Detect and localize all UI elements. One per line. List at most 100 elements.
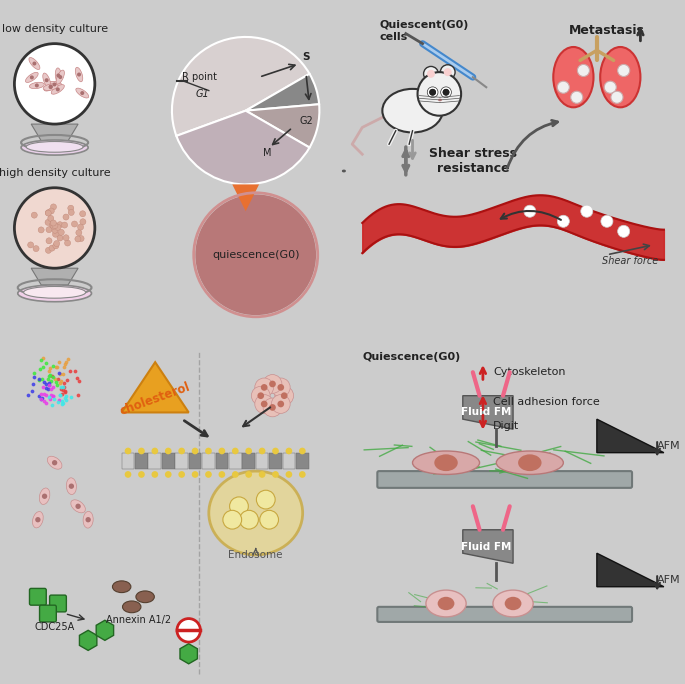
Circle shape [429, 89, 436, 96]
Circle shape [77, 224, 84, 230]
Circle shape [259, 471, 266, 478]
Circle shape [258, 393, 264, 399]
Point [38, 377, 49, 388]
Circle shape [45, 220, 51, 226]
Text: CDC25A: CDC25A [34, 622, 75, 632]
Circle shape [52, 222, 58, 228]
Circle shape [260, 510, 279, 529]
Ellipse shape [42, 73, 51, 88]
Circle shape [205, 447, 212, 454]
Circle shape [49, 85, 53, 89]
Circle shape [524, 205, 536, 218]
Circle shape [440, 65, 455, 79]
Point [35, 389, 46, 399]
Circle shape [165, 447, 172, 454]
Bar [188, 453, 201, 469]
Circle shape [64, 240, 71, 246]
Ellipse shape [553, 47, 593, 107]
Point [34, 374, 45, 385]
Point [23, 389, 34, 400]
Circle shape [27, 242, 34, 248]
Circle shape [75, 503, 81, 509]
Circle shape [444, 68, 451, 76]
Point [45, 369, 55, 380]
Circle shape [75, 236, 81, 242]
Circle shape [277, 401, 284, 408]
Point [60, 395, 71, 406]
Circle shape [53, 83, 56, 86]
Point [52, 380, 63, 391]
Circle shape [51, 204, 56, 210]
Circle shape [272, 471, 279, 478]
Circle shape [71, 221, 77, 227]
Circle shape [255, 395, 273, 413]
Circle shape [80, 219, 86, 225]
Ellipse shape [44, 82, 58, 91]
Text: AFM: AFM [657, 575, 681, 585]
Point [53, 357, 64, 368]
Circle shape [33, 246, 39, 252]
Circle shape [125, 447, 132, 454]
Point [58, 398, 68, 409]
Point [40, 397, 51, 408]
Ellipse shape [123, 601, 141, 613]
Text: S: S [302, 52, 310, 62]
Circle shape [223, 510, 242, 529]
Circle shape [611, 91, 623, 103]
Circle shape [48, 208, 54, 214]
Bar [135, 453, 148, 469]
Circle shape [42, 494, 47, 499]
Point [58, 381, 69, 392]
Ellipse shape [497, 451, 563, 475]
Circle shape [178, 447, 185, 454]
Point [27, 379, 38, 390]
Text: Shear force: Shear force [602, 256, 658, 267]
Circle shape [277, 384, 284, 391]
Circle shape [259, 447, 266, 454]
Polygon shape [597, 419, 664, 453]
Point [29, 372, 40, 383]
Bar [269, 453, 282, 469]
Point [55, 390, 66, 401]
Circle shape [286, 447, 292, 454]
Wedge shape [246, 104, 319, 148]
Ellipse shape [600, 47, 640, 107]
Point [57, 389, 68, 399]
Ellipse shape [43, 83, 58, 90]
Text: Quiescence(G0): Quiescence(G0) [362, 352, 460, 362]
Circle shape [49, 85, 53, 89]
Ellipse shape [493, 590, 533, 617]
Point [60, 357, 71, 368]
Point [44, 371, 55, 382]
Point [46, 383, 57, 394]
Polygon shape [32, 268, 78, 285]
Circle shape [77, 73, 81, 77]
Circle shape [125, 471, 132, 478]
Point [43, 391, 54, 402]
Circle shape [269, 380, 276, 387]
Point [40, 382, 51, 393]
Point [48, 360, 59, 371]
Circle shape [178, 471, 185, 478]
Circle shape [53, 241, 60, 246]
Point [71, 372, 82, 383]
Bar [175, 453, 188, 469]
Circle shape [423, 66, 438, 81]
Ellipse shape [18, 285, 92, 302]
Text: cholesterol: cholesterol [119, 380, 192, 418]
Point [34, 363, 45, 374]
Circle shape [286, 471, 292, 478]
Point [51, 362, 62, 373]
Circle shape [271, 395, 290, 413]
Ellipse shape [75, 67, 83, 82]
Point [43, 380, 54, 391]
FancyBboxPatch shape [49, 595, 66, 612]
Point [43, 380, 54, 391]
Circle shape [440, 87, 451, 98]
Point [48, 371, 59, 382]
Ellipse shape [26, 142, 83, 153]
Point [73, 390, 84, 401]
Polygon shape [122, 363, 188, 412]
Circle shape [63, 235, 69, 241]
Circle shape [205, 471, 212, 478]
